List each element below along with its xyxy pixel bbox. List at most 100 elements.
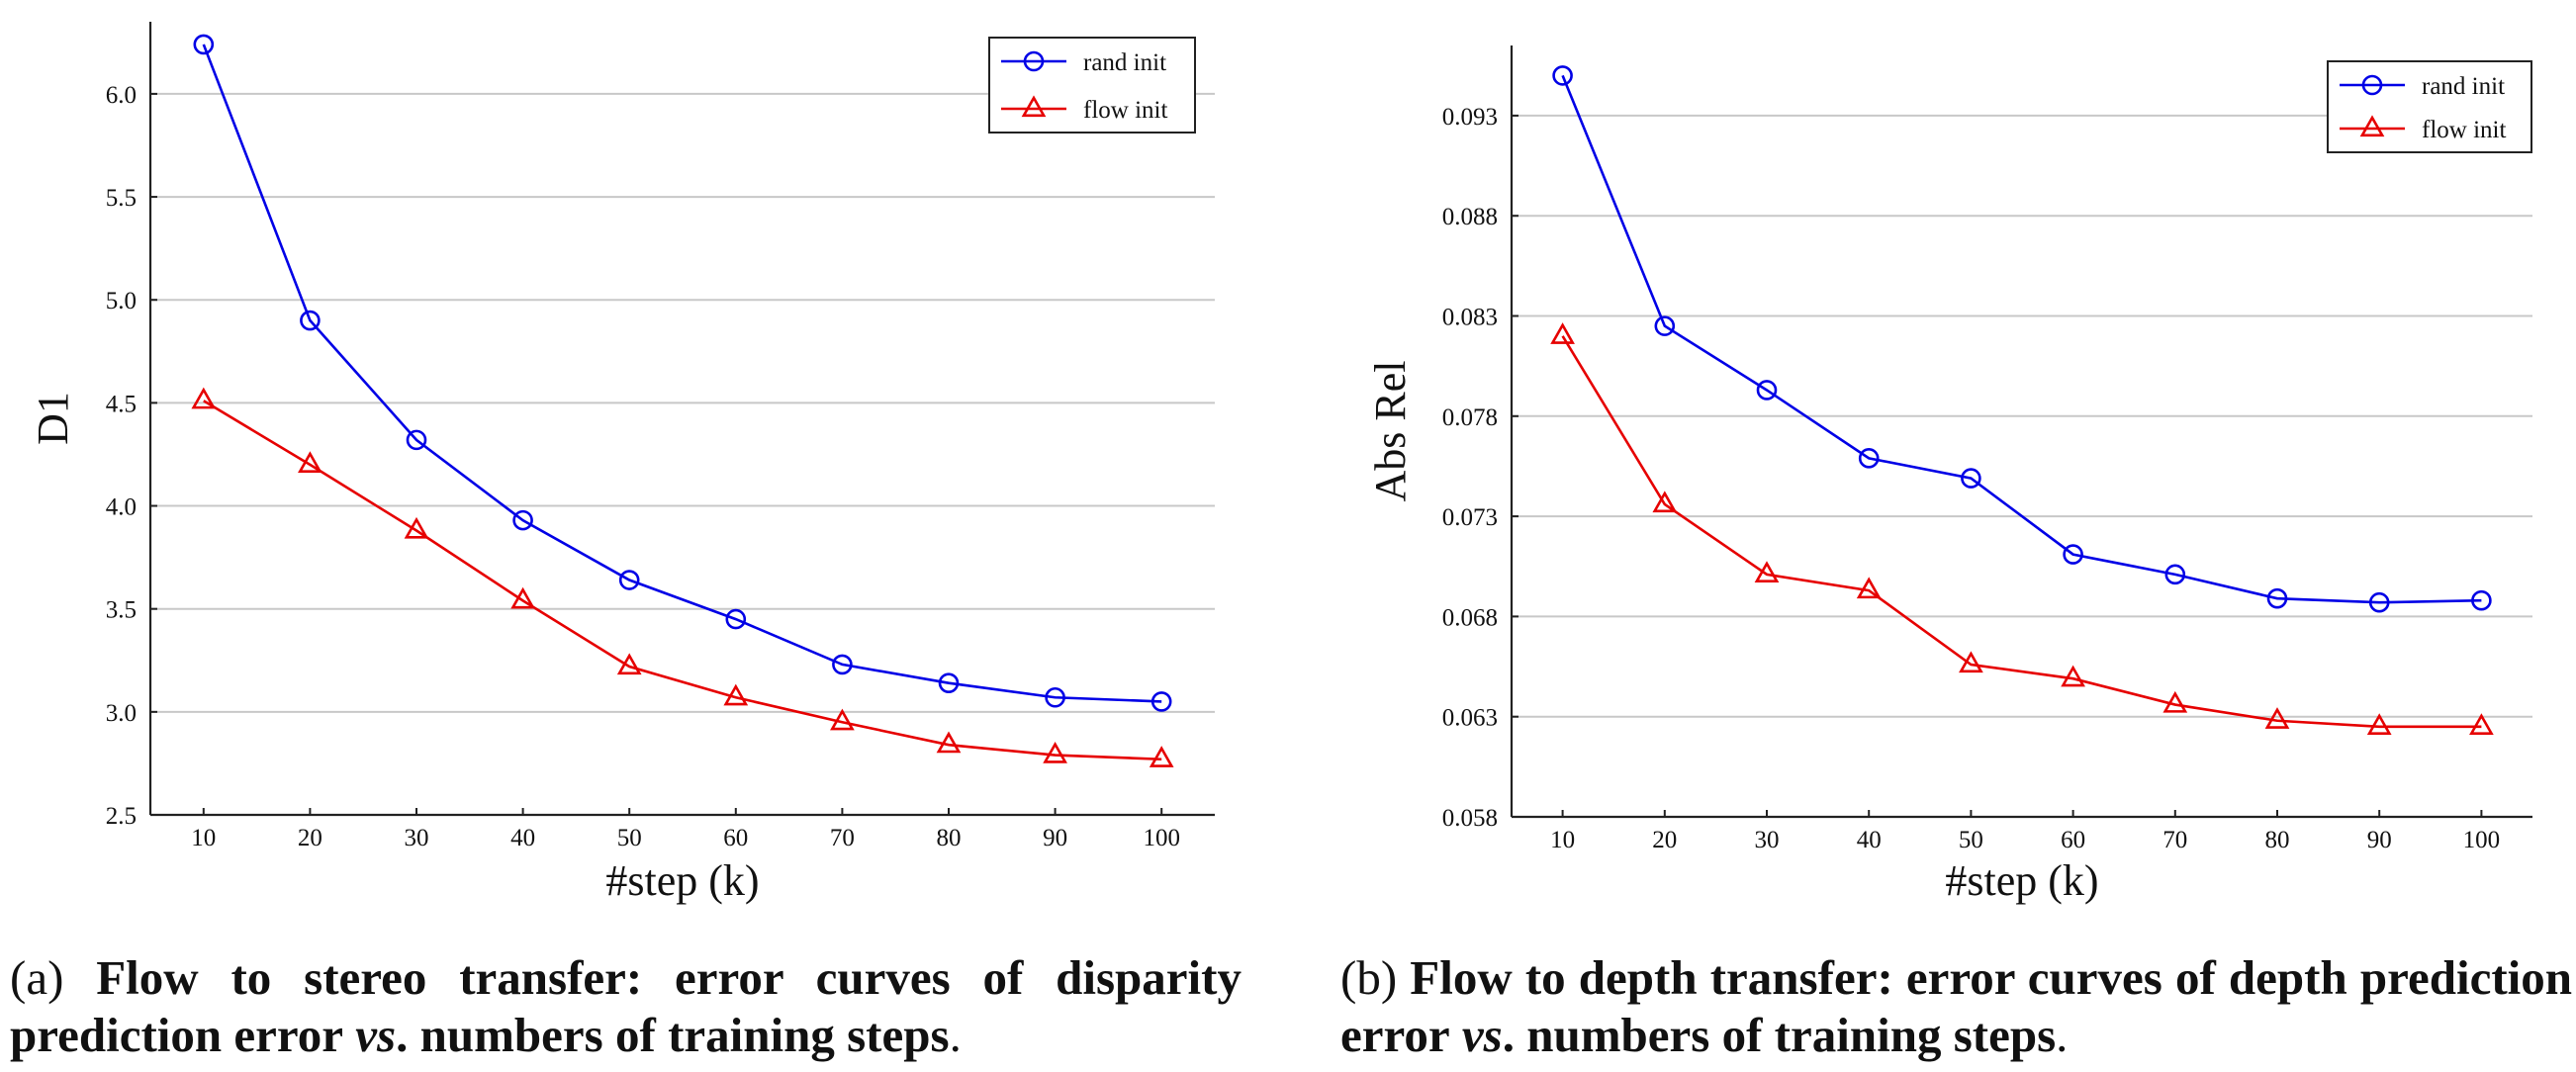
- data-point-circle: [938, 672, 960, 693]
- x-tick-label: 60: [723, 825, 748, 851]
- caption-end: .: [2056, 1008, 2069, 1062]
- data-point-triangle: [1652, 491, 1678, 513]
- data-point-circle: [1654, 315, 1676, 336]
- data-point-triangle: [936, 731, 962, 754]
- data-point-triangle: [2061, 665, 2085, 687]
- data-point-triangle: [616, 653, 642, 675]
- series-line-flow-init: [1561, 335, 2482, 729]
- y-tick-label: 0.058: [1442, 805, 1498, 832]
- x-axis-label: #step (k): [605, 856, 759, 905]
- data-point-triangle: [723, 683, 749, 706]
- x-tick-label: 30: [1755, 827, 1780, 853]
- y-axis-label: Abs Rel: [1366, 361, 1415, 502]
- data-point-circle: [1858, 448, 1880, 469]
- data-point-triangle: [1754, 561, 1780, 582]
- data-point-circle: [725, 608, 747, 630]
- y-axis-label: D1: [29, 392, 77, 445]
- data-point-triangle: [830, 708, 855, 731]
- x-tick-label: 60: [2061, 827, 2085, 853]
- x-tick-label: 100: [1143, 825, 1180, 851]
- x-tick-label: 10: [191, 825, 216, 851]
- data-point-triangle: [2264, 707, 2290, 729]
- x-tick-label: 90: [1043, 825, 1067, 851]
- x-tick-label: 70: [830, 825, 855, 851]
- x-axis-label: #step (k): [1945, 856, 2098, 905]
- x-tick-label: 80: [2265, 827, 2290, 853]
- y-tick-label: 0.068: [1442, 604, 1498, 631]
- legend-box: [2327, 60, 2532, 153]
- data-point-triangle: [191, 387, 217, 409]
- x-tick-label: 20: [1652, 827, 1677, 853]
- y-tick-label: 3.5: [106, 597, 137, 624]
- caption-bold-tail: . numbers of training steps: [396, 1008, 950, 1062]
- chart-depth-error: 0.058 0.063 0.068 0.073 0.078 0.083 0.088 0.093…: [1366, 45, 2532, 905]
- data-point-circle: [618, 570, 640, 590]
- data-point-triangle: [2366, 713, 2392, 735]
- data-point-triangle: [2162, 690, 2188, 713]
- y-tick-label: 0.078: [1442, 404, 1498, 431]
- data-point-triangle: [510, 586, 535, 609]
- caption-italic: vs: [355, 1008, 397, 1062]
- caption-bold: Flow to stereo transfer: error curves of…: [10, 950, 1242, 1062]
- x-tick-label: 50: [617, 825, 642, 851]
- caption-bold: Flow to depth transfer: error curves of …: [1340, 950, 2572, 1062]
- data-point-circle: [512, 509, 533, 531]
- y-tick-label: 2.5: [106, 803, 137, 830]
- series-line-flow-init: [203, 400, 1162, 761]
- data-point-triangle: [1856, 577, 1882, 599]
- y-tick-label: 4.5: [106, 391, 137, 417]
- data-point-circle: [2063, 544, 2083, 565]
- legend-label: flow init: [2422, 117, 2506, 143]
- series-line-rand-init: [202, 44, 1162, 703]
- data-point-circle: [1045, 686, 1065, 708]
- y-tick-label: 0.088: [1442, 204, 1498, 230]
- data-point-triangle: [2469, 713, 2494, 735]
- caption-tag: (b): [1340, 950, 1398, 1005]
- caption-end: .: [949, 1008, 962, 1062]
- data-point-circle: [832, 654, 853, 675]
- x-tick-label: 10: [1550, 827, 1575, 853]
- caption-a: (a) Flow to stereo transfer: error curve…: [10, 949, 1242, 1064]
- legend-label: rand init: [2422, 73, 2505, 100]
- data-point-circle: [2471, 589, 2492, 611]
- y-tick-label: 0.073: [1442, 504, 1498, 531]
- data-point-circle: [2164, 564, 2186, 585]
- y-tick-label: 5.5: [106, 185, 137, 212]
- legend-marker-circle: [2361, 74, 2383, 96]
- legend-marker-triangle: [1021, 95, 1047, 118]
- legend-marker-circle: [1023, 50, 1045, 72]
- legend-label: flow init: [1083, 97, 1167, 124]
- data-point-circle: [1961, 468, 1981, 489]
- chart-disparity-error: 2.5 3.0 3.5 4.0 4.5 5.0 5.5 6.0 10 20 30 40 50 60 70 80…: [29, 22, 1215, 905]
- series-line-rand-init: [1561, 74, 2482, 604]
- y-tick-label: 3.0: [106, 700, 137, 727]
- x-tick-label: 40: [1857, 827, 1882, 853]
- caption-bold-tail: . numbers of training steps: [1502, 1008, 2057, 1062]
- data-point-circle: [2266, 587, 2288, 609]
- x-tick-label: 20: [298, 825, 322, 851]
- y-tick-label: 4.0: [106, 494, 137, 521]
- data-point-circle: [1552, 65, 1573, 86]
- x-tick-label: 80: [937, 825, 962, 851]
- data-point-circle: [300, 310, 321, 331]
- x-tick-label: 50: [1959, 827, 1983, 853]
- data-point-triangle: [1149, 746, 1174, 767]
- y-tick-label: 0.093: [1442, 104, 1498, 131]
- legend-label: rand init: [1083, 49, 1166, 76]
- caption-tag: (a): [10, 950, 64, 1005]
- data-point-triangle: [298, 451, 322, 473]
- data-point-circle: [1756, 380, 1778, 401]
- x-tick-label: 100: [2463, 827, 2501, 853]
- legend: rand init flow init: [2327, 60, 2532, 153]
- x-tick-label: 30: [405, 825, 429, 851]
- caption-b: (b) Flow to depth transfer: error curves…: [1340, 949, 2572, 1064]
- x-tick-label: 70: [2162, 827, 2187, 853]
- y-tick-label: 0.083: [1442, 305, 1498, 331]
- y-tick-label: 5.0: [106, 288, 137, 314]
- data-point-circle: [2368, 591, 2390, 613]
- legend: rand init flow init: [988, 37, 1196, 134]
- data-point-circle: [193, 34, 215, 55]
- legend-marker-triangle: [2359, 115, 2385, 137]
- x-tick-label: 40: [510, 825, 535, 851]
